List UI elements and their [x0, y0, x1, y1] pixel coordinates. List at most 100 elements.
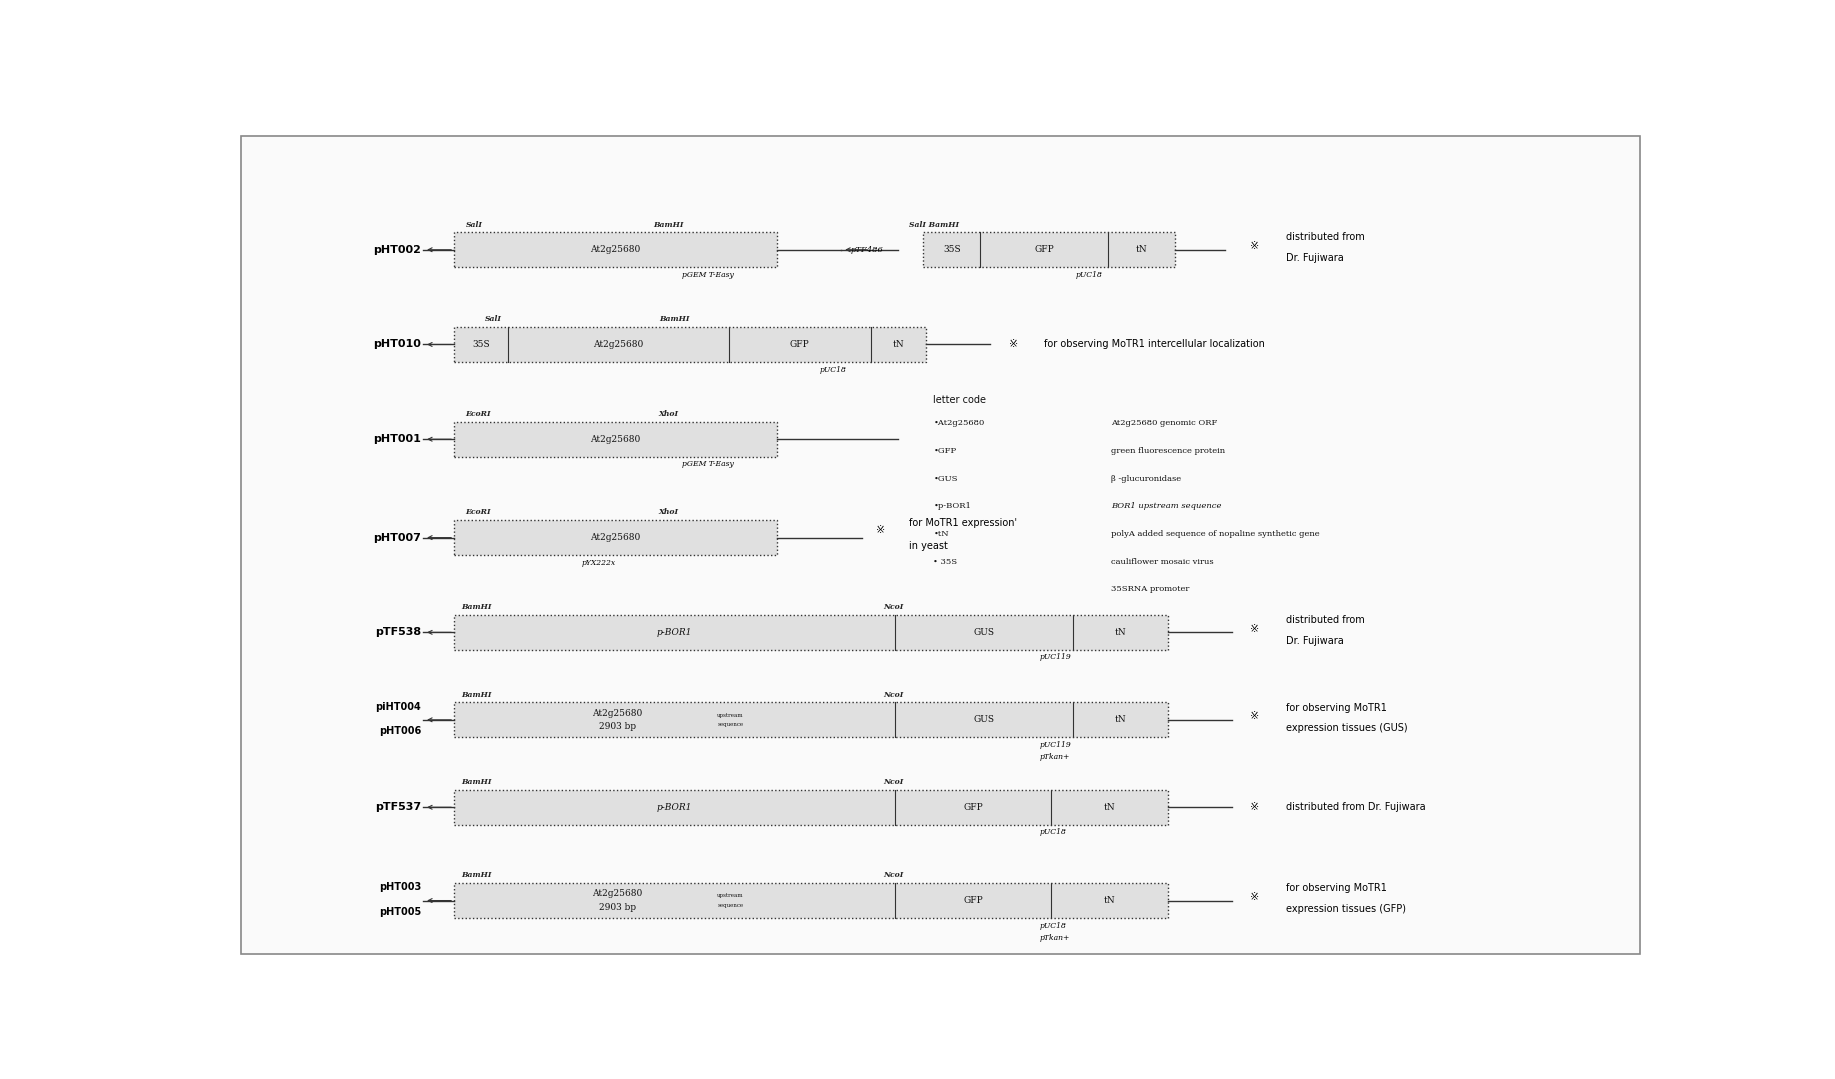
Text: ※: ※	[1250, 241, 1259, 251]
Text: polyA added sequence of nopaline synthetic gene: polyA added sequence of nopaline synthet…	[1112, 530, 1319, 538]
Text: 35S: 35S	[472, 340, 490, 349]
Text: XhoI: XhoI	[659, 410, 679, 418]
Text: distributed from: distributed from	[1286, 615, 1365, 625]
Text: tN: tN	[1114, 715, 1127, 724]
Text: BamHI: BamHI	[461, 872, 492, 879]
Text: BamHI: BamHI	[461, 603, 492, 611]
Text: At2g25680: At2g25680	[591, 533, 640, 542]
Text: pHT010: pHT010	[374, 340, 422, 350]
Text: Dr. Fujiwara: Dr. Fujiwara	[1286, 636, 1343, 646]
Text: cauliflower mosaic virus: cauliflower mosaic virus	[1112, 558, 1213, 565]
Text: 2903 bp: 2903 bp	[598, 903, 637, 912]
Bar	[453, 790, 1167, 824]
Text: GFP: GFP	[963, 896, 984, 905]
Text: EcoRI: EcoRI	[466, 410, 492, 418]
Text: pHT002: pHT002	[374, 245, 422, 255]
Text: for observing MoTR1 intercellular localization: for observing MoTR1 intercellular locali…	[1044, 340, 1264, 350]
Text: expression tissues (GFP): expression tissues (GFP)	[1286, 904, 1406, 914]
Text: 2903 bp: 2903 bp	[598, 722, 637, 730]
Bar	[240, 136, 1640, 954]
Text: tN: tN	[1114, 628, 1127, 637]
Text: BamHI: BamHI	[659, 315, 690, 324]
Text: NcoI: NcoI	[884, 872, 905, 879]
Text: At2g25680: At2g25680	[593, 709, 642, 718]
Text: GUS: GUS	[973, 715, 995, 724]
Text: NcoI: NcoI	[884, 603, 905, 611]
Text: piHT004: piHT004	[376, 701, 422, 712]
Text: GUS: GUS	[973, 628, 995, 637]
Text: green fluorescence protein: green fluorescence protein	[1112, 447, 1226, 455]
Bar	[453, 520, 776, 555]
Text: 35S: 35S	[943, 245, 962, 255]
Text: expression tissues (GUS): expression tissues (GUS)	[1286, 723, 1407, 734]
Text: tN: tN	[1136, 245, 1147, 255]
Text: pHT003: pHT003	[380, 883, 422, 892]
Text: upstream: upstream	[717, 712, 743, 718]
Text: BamHI: BamHI	[461, 778, 492, 787]
Text: pTkan+: pTkan+	[1040, 934, 1070, 942]
Text: pHT007: pHT007	[374, 533, 422, 543]
Bar	[453, 615, 1167, 650]
Text: sequence: sequence	[717, 903, 743, 907]
Text: At2g25680 genomic ORF: At2g25680 genomic ORF	[1112, 419, 1217, 427]
Text: distributed from: distributed from	[1286, 232, 1365, 243]
Text: ※: ※	[1009, 340, 1018, 350]
Text: for observing MoTR1: for observing MoTR1	[1286, 702, 1387, 712]
Text: pTkan+: pTkan+	[1040, 753, 1070, 762]
Text: SalI: SalI	[466, 220, 483, 229]
Text: pTF537: pTF537	[374, 803, 422, 812]
Text: distributed from Dr. Fujiwara: distributed from Dr. Fujiwara	[1286, 803, 1426, 812]
Text: SalI: SalI	[484, 315, 503, 324]
Text: EcoRI: EcoRI	[466, 508, 492, 517]
Text: BOR1 upstream sequence: BOR1 upstream sequence	[1112, 502, 1222, 510]
Text: •GUS: •GUS	[934, 475, 958, 482]
Text: ※: ※	[1250, 624, 1259, 633]
Bar	[453, 883, 1167, 918]
Text: Dr. Fujiwara: Dr. Fujiwara	[1286, 254, 1343, 263]
Text: GFP: GFP	[963, 803, 984, 811]
Text: in yeast: in yeast	[908, 542, 949, 551]
Text: • 35S: • 35S	[934, 558, 958, 565]
Text: XhoI: XhoI	[659, 508, 679, 517]
Text: •p-BOR1: •p-BOR1	[934, 502, 971, 510]
Text: pTF486: pTF486	[851, 246, 884, 254]
Text: •At2g25680: •At2g25680	[934, 419, 985, 427]
Text: GFP: GFP	[789, 340, 809, 349]
Text: pUC119: pUC119	[1040, 741, 1072, 749]
Text: pGEM T-Easy: pGEM T-Easy	[681, 461, 734, 468]
Text: sequence: sequence	[717, 722, 743, 727]
Text: tN: tN	[892, 340, 905, 349]
Text: At2g25680: At2g25680	[593, 889, 642, 899]
Text: pUC18: pUC18	[1040, 921, 1066, 930]
Text: pHT005: pHT005	[380, 907, 422, 917]
Text: tN: tN	[1105, 896, 1116, 905]
Text: 35SRNA promoter: 35SRNA promoter	[1112, 585, 1189, 593]
Text: tN: tN	[1105, 803, 1116, 811]
Bar	[453, 422, 776, 456]
Bar	[453, 232, 776, 268]
Text: ※: ※	[1250, 892, 1259, 902]
Text: •GFP: •GFP	[934, 447, 956, 455]
Text: pTF538: pTF538	[374, 627, 422, 638]
Text: pUC18: pUC18	[820, 366, 846, 373]
Bar	[453, 702, 1167, 737]
Bar	[453, 327, 927, 361]
Text: ※: ※	[1250, 711, 1259, 721]
Text: β -glucuronidase: β -glucuronidase	[1112, 475, 1182, 482]
Text: pYX222x: pYX222x	[582, 559, 617, 566]
Text: NcoI: NcoI	[884, 778, 905, 787]
Text: •tN: •tN	[934, 530, 949, 538]
Text: At2g25680: At2g25680	[591, 245, 640, 255]
Text: ※: ※	[1250, 803, 1259, 812]
Text: At2g25680: At2g25680	[593, 340, 644, 349]
Text: p-BOR1: p-BOR1	[657, 803, 692, 811]
Text: GFP: GFP	[1035, 245, 1053, 255]
Text: SalI BamHI: SalI BamHI	[908, 220, 960, 229]
Text: BamHI: BamHI	[461, 691, 492, 699]
Text: At2g25680: At2g25680	[591, 435, 640, 443]
Text: p-BOR1: p-BOR1	[657, 628, 692, 637]
Text: pUC18: pUC18	[1040, 829, 1066, 836]
Text: pUC18: pUC18	[1075, 271, 1103, 278]
Text: for MoTR1 expression': for MoTR1 expression'	[908, 518, 1017, 528]
Text: ※: ※	[877, 525, 886, 535]
